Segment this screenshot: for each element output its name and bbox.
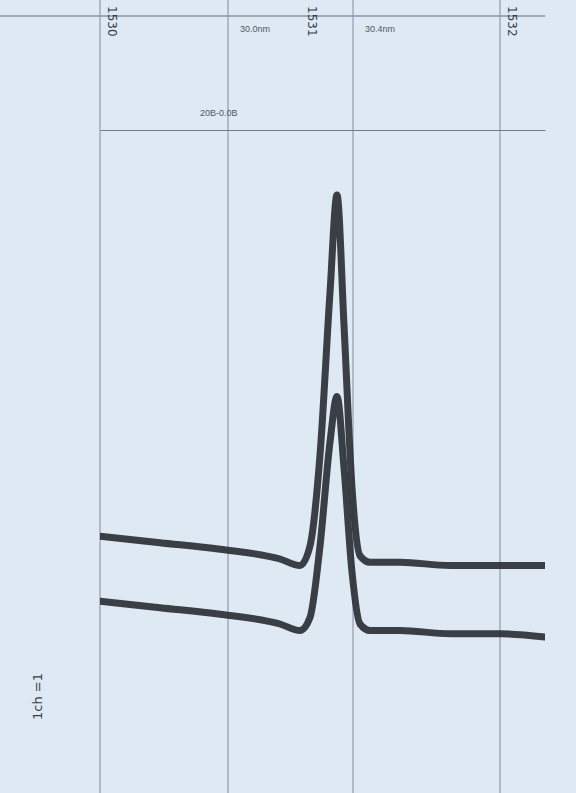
grid-line bbox=[100, 0, 101, 793]
background bbox=[0, 0, 576, 793]
handwritten-label: 1530 bbox=[105, 6, 119, 37]
plot bbox=[100, 0, 546, 793]
grid-line bbox=[500, 0, 501, 793]
grid-line bbox=[228, 0, 229, 793]
scale-label: 20B-0.0B bbox=[200, 108, 238, 118]
header-rule bbox=[0, 15, 545, 17]
header-label: 30.0nm bbox=[240, 24, 270, 34]
traces bbox=[100, 195, 545, 637]
handwritten-label: 1531 bbox=[305, 6, 319, 37]
axis-line bbox=[101, 130, 546, 131]
grid bbox=[100, 0, 500, 793]
trace bbox=[100, 397, 545, 638]
handwritten-label: 1532 bbox=[505, 6, 519, 37]
x-axis bbox=[101, 130, 546, 132]
chart: 30.0nm 30.4nm 1530 1531 1532 20B-0.0B 1ch =1 bbox=[0, 0, 576, 793]
side-label: 1ch =1 bbox=[30, 673, 45, 720]
header-label: 30.4nm bbox=[365, 24, 395, 34]
labels: 30.0nm 30.4nm 1530 1531 1532 20B-0.0B 1ch =1 bbox=[30, 6, 519, 720]
grid-line bbox=[353, 0, 354, 793]
